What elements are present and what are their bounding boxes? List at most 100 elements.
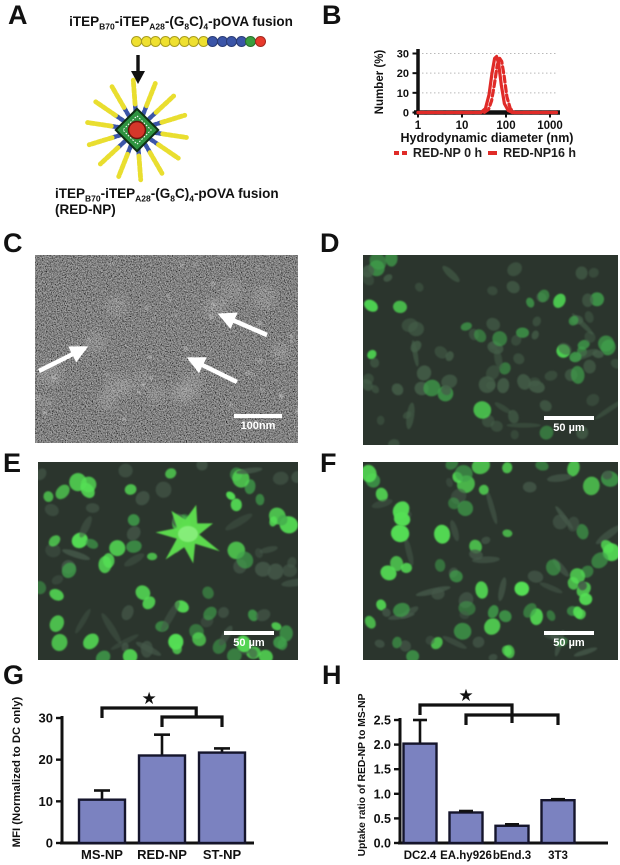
formula-segment: A28 [149,21,165,32]
cell [127,514,140,527]
formula-segment: -iTEP [100,186,136,201]
cell [583,476,600,496]
cell [287,557,297,568]
cell [508,409,519,424]
cell [62,549,91,561]
x-tick-label: 1000 [537,120,563,132]
cell [449,570,463,583]
cell [510,430,519,440]
scale-bar-label: 50 µm [233,636,265,649]
cell [43,491,54,502]
cell [546,474,572,482]
cell [291,470,298,484]
cell [363,272,375,286]
significance-bracket [100,706,198,718]
cell [543,634,567,642]
cell [492,331,508,347]
cell [592,350,604,359]
scale-bar: 50 µm [544,416,594,435]
dls-chart-legend: RED-NP 0 h RED-NP16 h [360,146,610,160]
cell [481,536,491,545]
formula-segment: -pOVA fusion [193,186,279,201]
bar-ST-NP [197,751,247,845]
cell [390,556,404,572]
cell [434,346,448,359]
cell [431,588,445,600]
category-label: 3T3 [548,850,568,862]
significance-star: ★ [141,689,156,708]
cell [590,292,604,307]
cell [523,603,537,618]
scale-bar-line [544,631,594,635]
cell [363,373,374,385]
cell [155,481,172,498]
cell [45,543,61,558]
cell [584,311,594,323]
y-axis-label: Number (%) [374,50,386,115]
cell [576,426,589,440]
formula-segment: 8 [184,21,190,32]
cell [236,635,252,653]
formula-segment: B70 [85,193,101,204]
cell [38,468,47,481]
y-tick-label: 10 [397,88,409,100]
x-tick-label: 1 [415,120,422,132]
cell [142,596,156,610]
cell [504,644,515,659]
cell [416,365,432,381]
cell [80,476,97,493]
cell [51,633,68,652]
cell [248,648,258,659]
cell [539,425,554,440]
cell [121,605,134,621]
cell [364,299,378,312]
cell [122,649,138,660]
formula-segment: -pOVA fusion [208,14,293,29]
y-tick-label: 30 [39,711,53,726]
cell [55,484,70,500]
cell [517,374,531,390]
cell [135,491,150,506]
panel-label-f: F [320,448,337,478]
cell [522,481,537,493]
formula-segment: 4 [203,21,209,32]
formula-segment: iTEP [55,186,86,201]
panel-label-e: E [3,448,22,478]
cell [376,415,385,426]
micelle-diagram [85,77,189,183]
cell [567,462,580,477]
cell [390,524,410,543]
cell [401,318,418,332]
bar-3T3 [540,798,576,845]
cell [474,329,487,343]
cell [83,633,99,650]
scale-bar-line [224,631,274,635]
annotation-arrow [217,312,268,338]
cell [75,608,91,634]
scale-bar: 50 µm [544,631,594,650]
cell [383,274,393,282]
cell [364,615,376,629]
cell [494,402,512,414]
category-label: RED-NP [137,847,187,862]
cell [594,398,618,420]
y-tick-label: 20 [397,68,409,80]
cell [411,340,419,367]
cell [502,529,513,538]
panel-label-d: D [320,228,340,258]
cell [282,564,297,578]
y-tick-label: 0.5 [374,812,391,826]
fusion-formula-top: iTEPB70-iTEPA28-(G8C)4-pOVA fusion [48,14,314,32]
cell [535,462,549,471]
cell [371,384,380,394]
cell [484,618,501,635]
mfi-bar-chart: 0 10 20 30 MFI (Normalized to DC only) MS-NP R… [11,689,254,862]
micelle-cargo [127,120,147,140]
cell [236,551,254,569]
significance-star: ★ [458,686,473,705]
significance-bracket [418,703,514,715]
cell [272,471,289,485]
chain-bead-pOVA [254,36,266,47]
cell [218,607,229,618]
cell [126,526,141,541]
